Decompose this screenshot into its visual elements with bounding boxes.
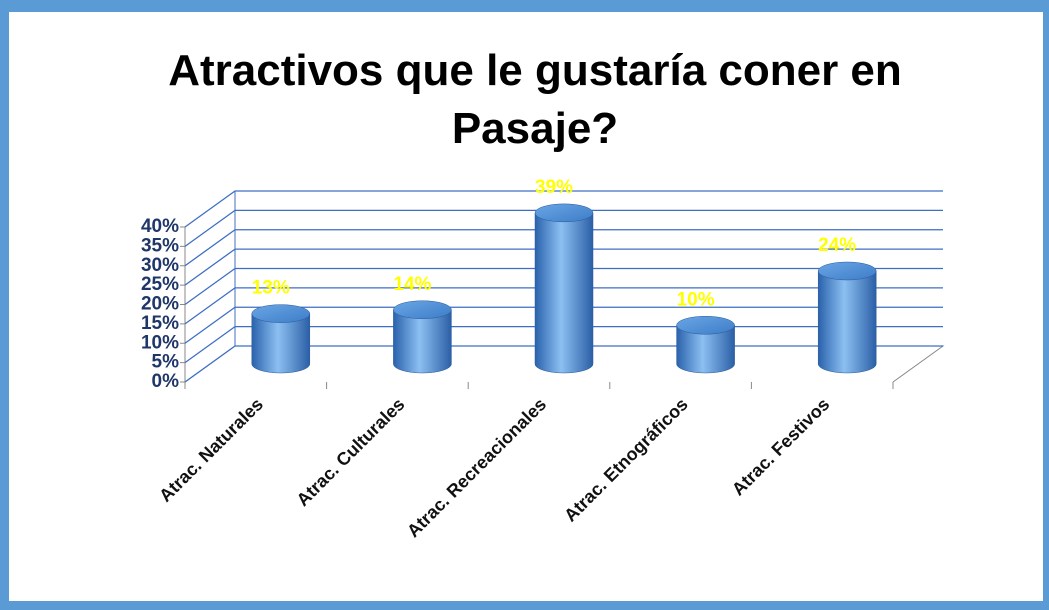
x-tick-label: Atrac. Recreacionales (403, 394, 550, 541)
y-tick-label: 5% (152, 352, 180, 373)
y-tick-label: 20% (141, 294, 179, 315)
x-tick-label: Atrac. Etnográficos (560, 394, 692, 526)
grid-line (184, 287, 943, 325)
bar (817, 270, 877, 374)
bar (393, 309, 452, 374)
y-tick-label: 30% (141, 255, 179, 276)
chart-title: Atractivos que le gustaría coner en Pasa… (168, 46, 902, 153)
grid-line (184, 209, 943, 247)
y-tick-label: 0% (152, 371, 180, 392)
bar-top (676, 316, 735, 335)
x-tick-label: Atrac. Festivos (728, 394, 833, 499)
bar-top (251, 304, 311, 323)
grid-line (184, 267, 943, 306)
data-label: 39% (535, 177, 573, 198)
bar-top (393, 300, 452, 319)
grid-line (184, 229, 943, 267)
data-label: 14% (393, 274, 431, 295)
grid-line (184, 306, 943, 344)
y-tick-label: 10% (141, 332, 179, 353)
grid-line (184, 190, 943, 228)
bar (676, 325, 735, 374)
x-tick-label: Atrac. Culturales (293, 394, 409, 510)
x-tick-label: Atrac. Naturales (155, 394, 267, 506)
y-tick-label: 35% (141, 235, 179, 256)
y-tick-label: 15% (141, 313, 179, 334)
bar-top (817, 261, 877, 281)
data-label: 13% (252, 278, 290, 299)
data-label: 10% (677, 289, 715, 310)
data-label: 24% (818, 235, 856, 256)
grid-line (184, 248, 943, 286)
bar (534, 212, 594, 374)
bar-top (534, 203, 594, 223)
bar (251, 313, 311, 374)
y-tick-label: 40% (141, 216, 179, 237)
y-tick-label: 25% (141, 274, 179, 295)
